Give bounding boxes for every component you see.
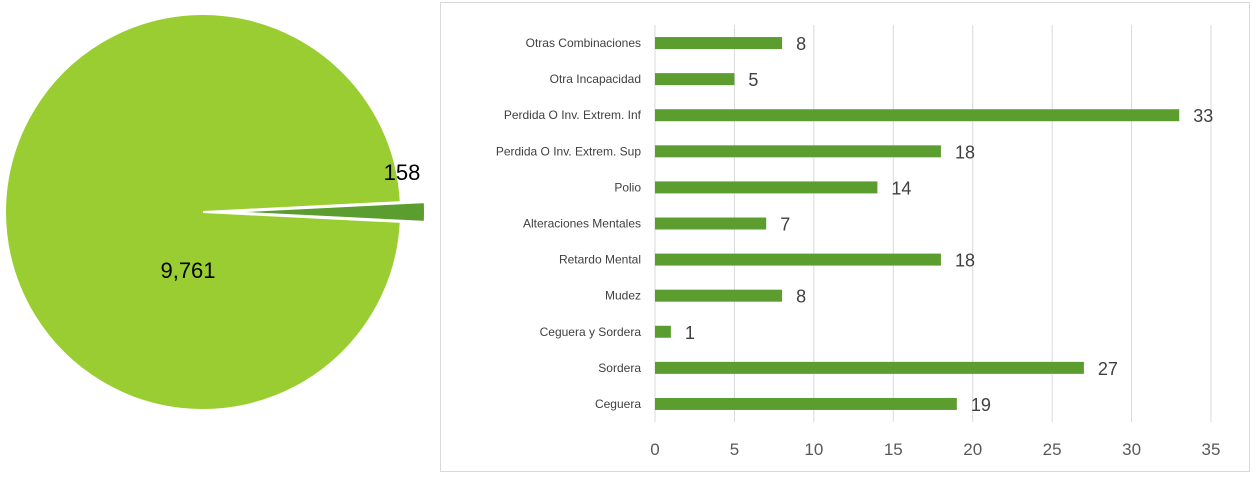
category-label: Polio [614, 180, 641, 194]
x-tick-label: 20 [963, 440, 982, 459]
bar [655, 109, 1180, 122]
category-label: Perdida O Inv. Extrem. Inf [504, 108, 642, 122]
category-label: Otras Combinaciones [526, 36, 641, 50]
data-label: 18 [955, 251, 975, 271]
bar [655, 253, 941, 266]
category-label: Ceguera [595, 397, 641, 411]
category-label: Alteraciones Mentales [523, 217, 641, 231]
pie-slice-large [4, 13, 402, 411]
x-tick-label: 35 [1202, 440, 1221, 459]
category-label: Sordera [598, 361, 641, 375]
category-label: Mudez [605, 289, 641, 303]
bar [655, 325, 671, 338]
data-label: 1 [685, 323, 695, 343]
x-tick-label: 25 [1043, 440, 1062, 459]
data-label: 5 [748, 70, 758, 90]
data-label: 19 [971, 395, 991, 415]
data-label: 27 [1098, 359, 1118, 379]
pie-slice-small [226, 201, 426, 223]
category-label: Perdida O Inv. Extrem. Sup [496, 144, 641, 158]
x-tick-label: 0 [650, 440, 659, 459]
category-label: Ceguera y Sordera [540, 325, 642, 339]
category-label: Retardo Mental [559, 253, 641, 267]
data-label: 14 [891, 178, 911, 198]
data-label: 7 [780, 215, 790, 235]
pie-chart-panel: 9,761 158 [0, 0, 440, 477]
bar [655, 217, 767, 230]
bar [655, 181, 878, 194]
bar [655, 361, 1084, 374]
data-label: 8 [796, 34, 806, 54]
pie-chart: 9,761 158 [4, 13, 426, 411]
data-label: 33 [1193, 106, 1213, 126]
data-label: 18 [955, 142, 975, 162]
category-label: Otra Incapacidad [550, 72, 641, 86]
pie-label-large: 9,761 [160, 258, 215, 283]
x-tick-label: 15 [884, 440, 903, 459]
bar-chart-panel: 0 5 10 15 20 25 30 35 Otras Combinaciones 8 Otra I… [440, 2, 1250, 472]
pie-label-small: 158 [384, 160, 421, 185]
bar [655, 397, 957, 410]
x-tick-label: 5 [730, 440, 739, 459]
bar [655, 37, 783, 50]
bar [655, 289, 783, 302]
x-tick-label: 10 [804, 440, 823, 459]
x-tick-label: 30 [1122, 440, 1141, 459]
data-label: 8 [796, 287, 806, 307]
bar [655, 73, 735, 86]
bar [655, 145, 941, 158]
